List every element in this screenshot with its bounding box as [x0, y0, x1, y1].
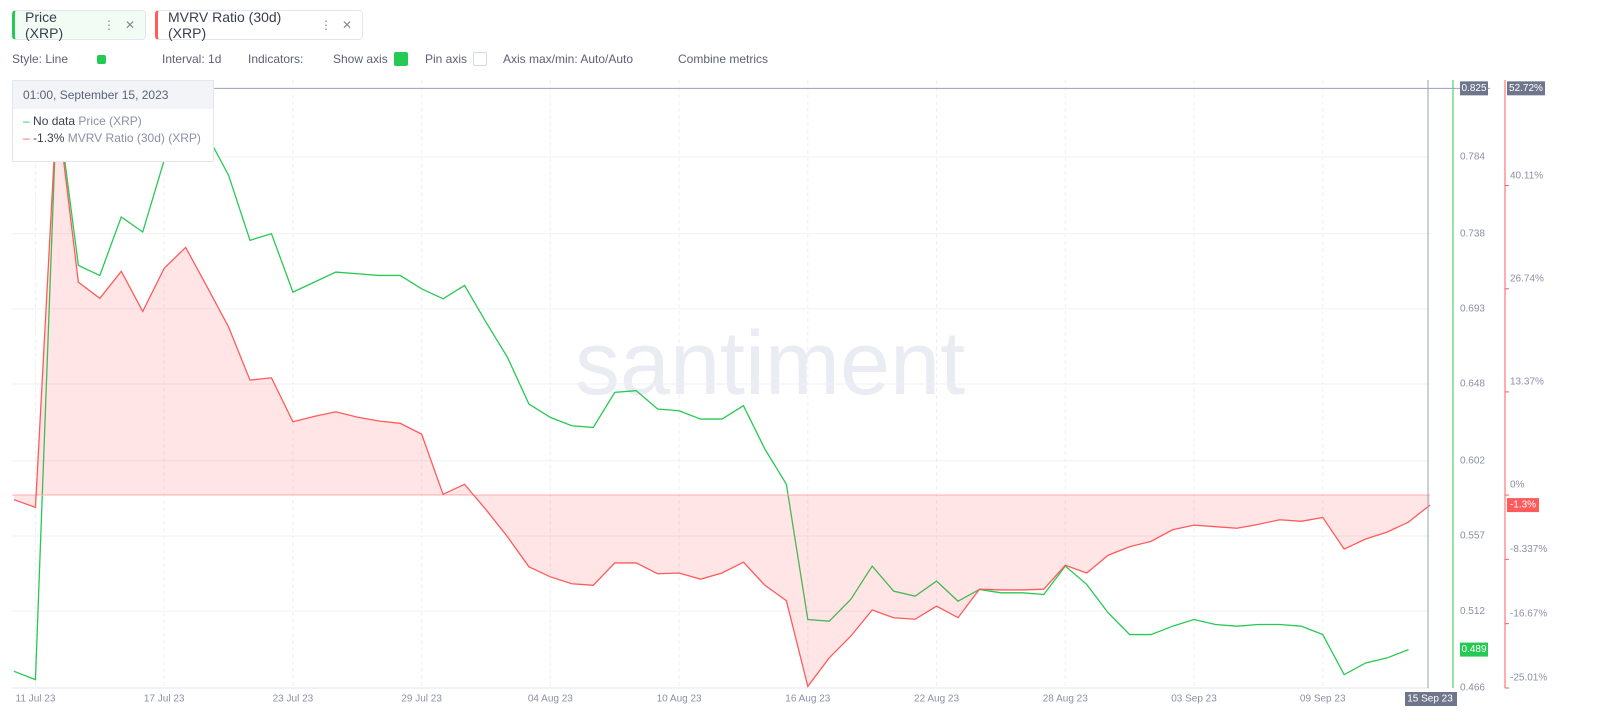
- metric-tab[interactable]: Price (XRP) ⋮ ✕: [12, 9, 146, 41]
- close[interactable]: ⋮ ✕: [102, 18, 135, 32]
- tooltip-value: -1.3%: [33, 131, 65, 145]
- x-tick-label: 28 Aug 23: [1043, 694, 1088, 705]
- metric-tab[interactable]: MVRV Ratio (30d) (XRP) ⋮ ✕: [155, 9, 363, 41]
- last-value-box: [1460, 642, 1488, 657]
- y-tick-label: 0.557: [1460, 531, 1485, 542]
- tooltip-row: – No data Price (XRP): [23, 114, 142, 128]
- tooltip-name: Price (XRP): [78, 114, 142, 128]
- interval-menu[interactable]: Interval: 1d: [162, 52, 222, 66]
- x-tick-label: 03 Sep 23: [1171, 694, 1217, 705]
- crosshair-label: 52.72%: [1509, 83, 1543, 94]
- x-tick-label: 11 Jul 23: [16, 694, 56, 705]
- x-tick-label: 16 Aug 23: [785, 694, 830, 705]
- color-swatch[interactable]: [97, 55, 106, 64]
- y-tick-label: 0.738: [1460, 228, 1485, 239]
- checkbox[interactable]: [394, 52, 408, 66]
- watermark: santiment: [575, 314, 965, 414]
- y-tick-label: 0.784: [1460, 151, 1485, 162]
- area: [14, 105, 1430, 687]
- y-tick-label: 0.466: [1460, 683, 1485, 694]
- y2-tick-label: 0%: [1510, 480, 1525, 491]
- tab-label: MVRV Ratio (30d) (XRP): [168, 9, 282, 41]
- crosshair-label: 0.825: [1461, 83, 1486, 94]
- pin-axis[interactable]: Pin axis: [425, 52, 468, 66]
- y-tick-label: 0.693: [1460, 303, 1485, 314]
- tooltip-time: 01:00, September 15, 2023: [13, 81, 213, 109]
- tooltip-value: No data: [33, 114, 76, 128]
- tooltip: 01:00, September 15, 2023 – No data Pric…: [12, 80, 214, 162]
- y2-tick-label: 26.74%: [1510, 273, 1544, 284]
- y2-tick-label: -25.01%: [1510, 673, 1547, 684]
- tab-label: Price (XRP): [25, 9, 64, 41]
- crosshair-box: [1460, 81, 1488, 96]
- y2-tick-label: -8.337%: [1510, 544, 1547, 555]
- x-tick-label: 23 Jul 23: [273, 694, 314, 705]
- last-value-label: 0.489: [1461, 644, 1486, 655]
- x-tick-label: 17 Jul 23: [144, 694, 185, 705]
- y-tick-label: 0.512: [1460, 606, 1485, 617]
- x-tick-label: 15 Sep 23: [1407, 694, 1453, 705]
- x-tick-label: 22 Aug 23: [914, 694, 959, 705]
- close[interactable]: ⋮ ✕: [319, 18, 352, 32]
- checkbox[interactable]: [473, 52, 487, 66]
- x-tick-label: 09 Sep 23: [1300, 694, 1346, 705]
- tooltip-row: – -1.3% MVRV Ratio (30d) (XRP): [23, 131, 201, 145]
- y2-tick-label: 40.11%: [1510, 170, 1543, 181]
- y-tick-label: 0.602: [1460, 455, 1485, 466]
- style-menu[interactable]: Style: Line: [12, 52, 69, 66]
- x-tick-label: 04 Aug 23: [528, 694, 573, 705]
- y-tick-label: 0.648: [1460, 379, 1485, 390]
- y2-tick-label: 13.37%: [1510, 377, 1544, 388]
- combine-metrics[interactable]: Combine metrics: [678, 52, 769, 66]
- y2-tick-label: -16.67%: [1510, 608, 1547, 619]
- x-tick-label: 10 Aug 23: [657, 694, 702, 705]
- x-tick-label: 29 Jul 23: [401, 694, 442, 705]
- last-value-label: -1.3%: [1510, 500, 1536, 511]
- axis-range-menu[interactable]: Axis max/min: Auto/Auto: [503, 52, 634, 66]
- show-axis[interactable]: Show axis: [333, 52, 388, 66]
- crosshair-box: [1507, 81, 1545, 96]
- cursor-date-box: [1405, 692, 1457, 706]
- line: [13, 105, 1431, 688]
- tooltip-name: MVRV Ratio (30d) (XRP): [67, 131, 201, 145]
- last-value-box: [1507, 498, 1539, 513]
- indicators-menu[interactable]: Indicators:: [248, 52, 304, 66]
- line: [13, 98, 1409, 681]
